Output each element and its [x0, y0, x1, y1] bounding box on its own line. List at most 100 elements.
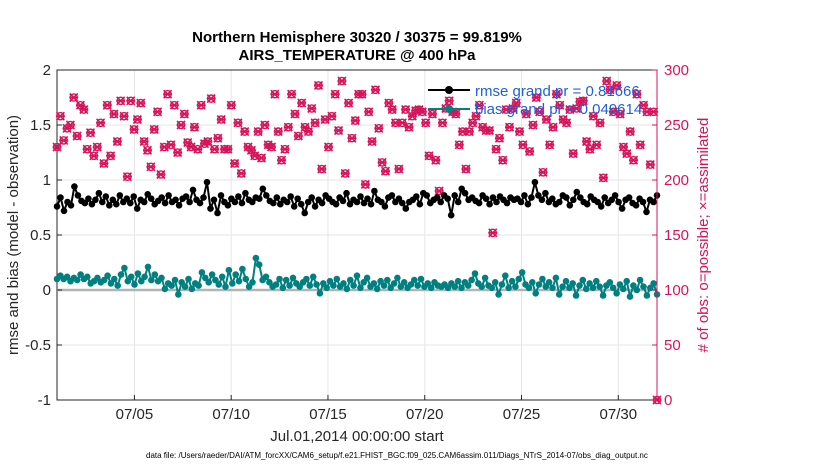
rmse-point: [231, 198, 239, 206]
bias-point: [104, 272, 111, 280]
bias-point: [562, 277, 570, 285]
bias-point: [626, 293, 634, 300]
bias-point: [175, 291, 182, 298]
bias-point: [161, 285, 169, 293]
obs-count-point: [494, 133, 505, 143]
obs-count-point: [307, 103, 317, 114]
bias-point: [151, 271, 159, 278]
obs-count-point: [280, 144, 290, 154]
obs-count-point: [59, 135, 69, 145]
obs-count-point: [330, 89, 340, 99]
rmse-point: [81, 199, 89, 207]
obs-count-point: [464, 127, 474, 137]
bias-point: [242, 275, 250, 283]
rmse-point: [113, 200, 120, 208]
bias-point: [650, 280, 657, 287]
bias-point: [127, 273, 135, 281]
bias-point: [508, 277, 516, 285]
y-axis-left-label: rmse and bias (model - observation): [5, 115, 22, 355]
y-right-tick-label: 300: [664, 62, 689, 79]
bias-point: [350, 282, 357, 289]
rmse-point: [182, 193, 190, 200]
rmse-point: [399, 199, 406, 207]
y-right-tick-label: 250: [664, 117, 689, 134]
rmse-point: [615, 198, 622, 206]
rmse-point: [549, 195, 556, 202]
rmse-point: [217, 192, 225, 199]
obs-count-point: [451, 109, 461, 119]
obs-count-point: [109, 109, 119, 119]
rmse-point: [88, 200, 96, 208]
obs-count-point: [528, 120, 538, 130]
bias-point: [84, 273, 91, 281]
bias-point: [488, 284, 496, 292]
obs-count-point: [96, 118, 106, 128]
rmse-point: [583, 200, 591, 208]
bias-point: [323, 284, 331, 292]
obs-count-point: [504, 122, 515, 132]
obs-count-point: [344, 98, 354, 108]
obs-count-point: [293, 131, 303, 141]
rmse-point: [573, 188, 581, 196]
rmse-point: [92, 196, 99, 204]
rmse-point: [367, 200, 375, 208]
obs-count-point: [377, 157, 387, 167]
obs-count-point: [333, 125, 344, 136]
bias-point: [303, 275, 310, 283]
bias-point: [498, 281, 506, 288]
obs-count-point: [112, 136, 122, 147]
rmse-point: [263, 192, 270, 199]
obs-count-point: [374, 123, 384, 133]
bias-point: [512, 283, 519, 291]
obs-count-point: [99, 158, 109, 169]
bias-point: [282, 276, 290, 284]
rmse-point: [144, 191, 151, 198]
obs-count-point: [424, 151, 434, 161]
rmse-point: [639, 198, 647, 206]
bias-point: [606, 279, 614, 286]
obs-count-point: [568, 149, 578, 159]
obs-count-point: [216, 114, 226, 125]
obs-count-point: [323, 142, 334, 152]
obs-count-point: [380, 166, 391, 176]
bias-point: [481, 274, 489, 282]
rmse-point: [643, 208, 650, 216]
legend-rmse-marker: [445, 86, 453, 94]
rmse-point: [332, 200, 340, 208]
rmse-point: [556, 198, 563, 206]
obs-count-point: [437, 118, 448, 128]
obs-count-point: [69, 92, 79, 103]
obs-count-point: [370, 85, 381, 95]
bias-point: [589, 284, 597, 292]
y-left-tick-label: -1: [38, 392, 51, 409]
bias-point: [363, 274, 371, 282]
bias-point: [411, 276, 418, 284]
obs-count-point: [173, 147, 183, 158]
rmse-point: [517, 198, 525, 206]
rmse-point: [381, 203, 389, 210]
obs-count-point: [209, 144, 220, 154]
obs-count-point: [434, 186, 444, 196]
bias-point: [276, 275, 283, 283]
obs-count-point: [535, 107, 545, 117]
obs-count-point: [515, 127, 525, 137]
rmse-point: [210, 196, 218, 204]
rmse-point: [172, 196, 179, 204]
rmse-point: [283, 198, 291, 206]
bias-point: [225, 266, 233, 274]
obs-count-point: [417, 107, 427, 117]
obs-count-point: [233, 118, 243, 128]
rmse-point: [161, 199, 169, 207]
obs-count-point: [421, 118, 431, 128]
obs-count-point: [511, 98, 521, 108]
bias-point: [593, 277, 600, 285]
rmse-point: [207, 205, 214, 212]
bias-point: [181, 283, 189, 291]
bias-point: [525, 284, 533, 292]
bias-point: [518, 269, 526, 276]
bias-point: [148, 276, 155, 284]
rmse-point: [444, 195, 452, 202]
bias-point: [532, 290, 539, 297]
obs-count-point: [72, 131, 82, 141]
bias-point: [451, 283, 459, 291]
